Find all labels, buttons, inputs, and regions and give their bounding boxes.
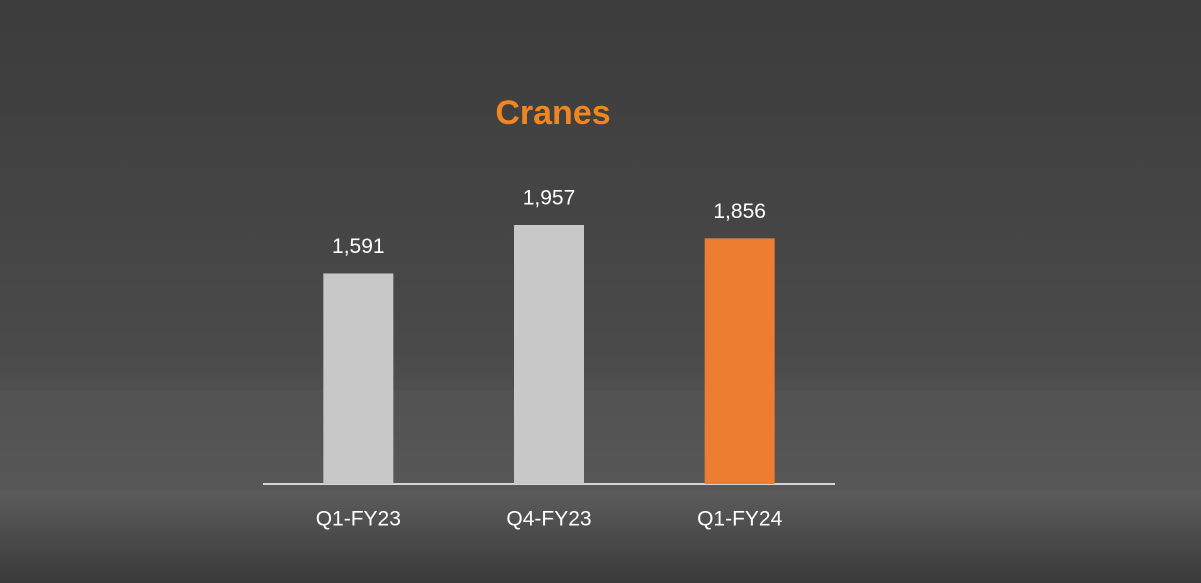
chart: Cranes 1,591 Q1-FY23 1,957 Q4-FY23 1,856 Q1-F… — [0, 0, 1201, 583]
bar — [323, 273, 393, 484]
value-label: 1,591 — [332, 235, 385, 258]
value-label: 1,957 — [523, 187, 576, 210]
chart-title: Cranes — [495, 94, 610, 132]
background — [0, 0, 1201, 583]
value-label: 1,856 — [713, 200, 766, 223]
x-tick-label: Q1-FY23 — [316, 508, 401, 531]
page: Cranes 1,591 Q1-FY23 1,957 Q4-FY23 1,856 Q1-F… — [0, 0, 1201, 583]
background-wall — [0, 390, 1201, 490]
x-tick-label: Q4-FY23 — [506, 508, 591, 531]
x-tick-label: Q1-FY24 — [697, 508, 783, 531]
bar — [705, 238, 775, 484]
bar — [514, 225, 584, 484]
